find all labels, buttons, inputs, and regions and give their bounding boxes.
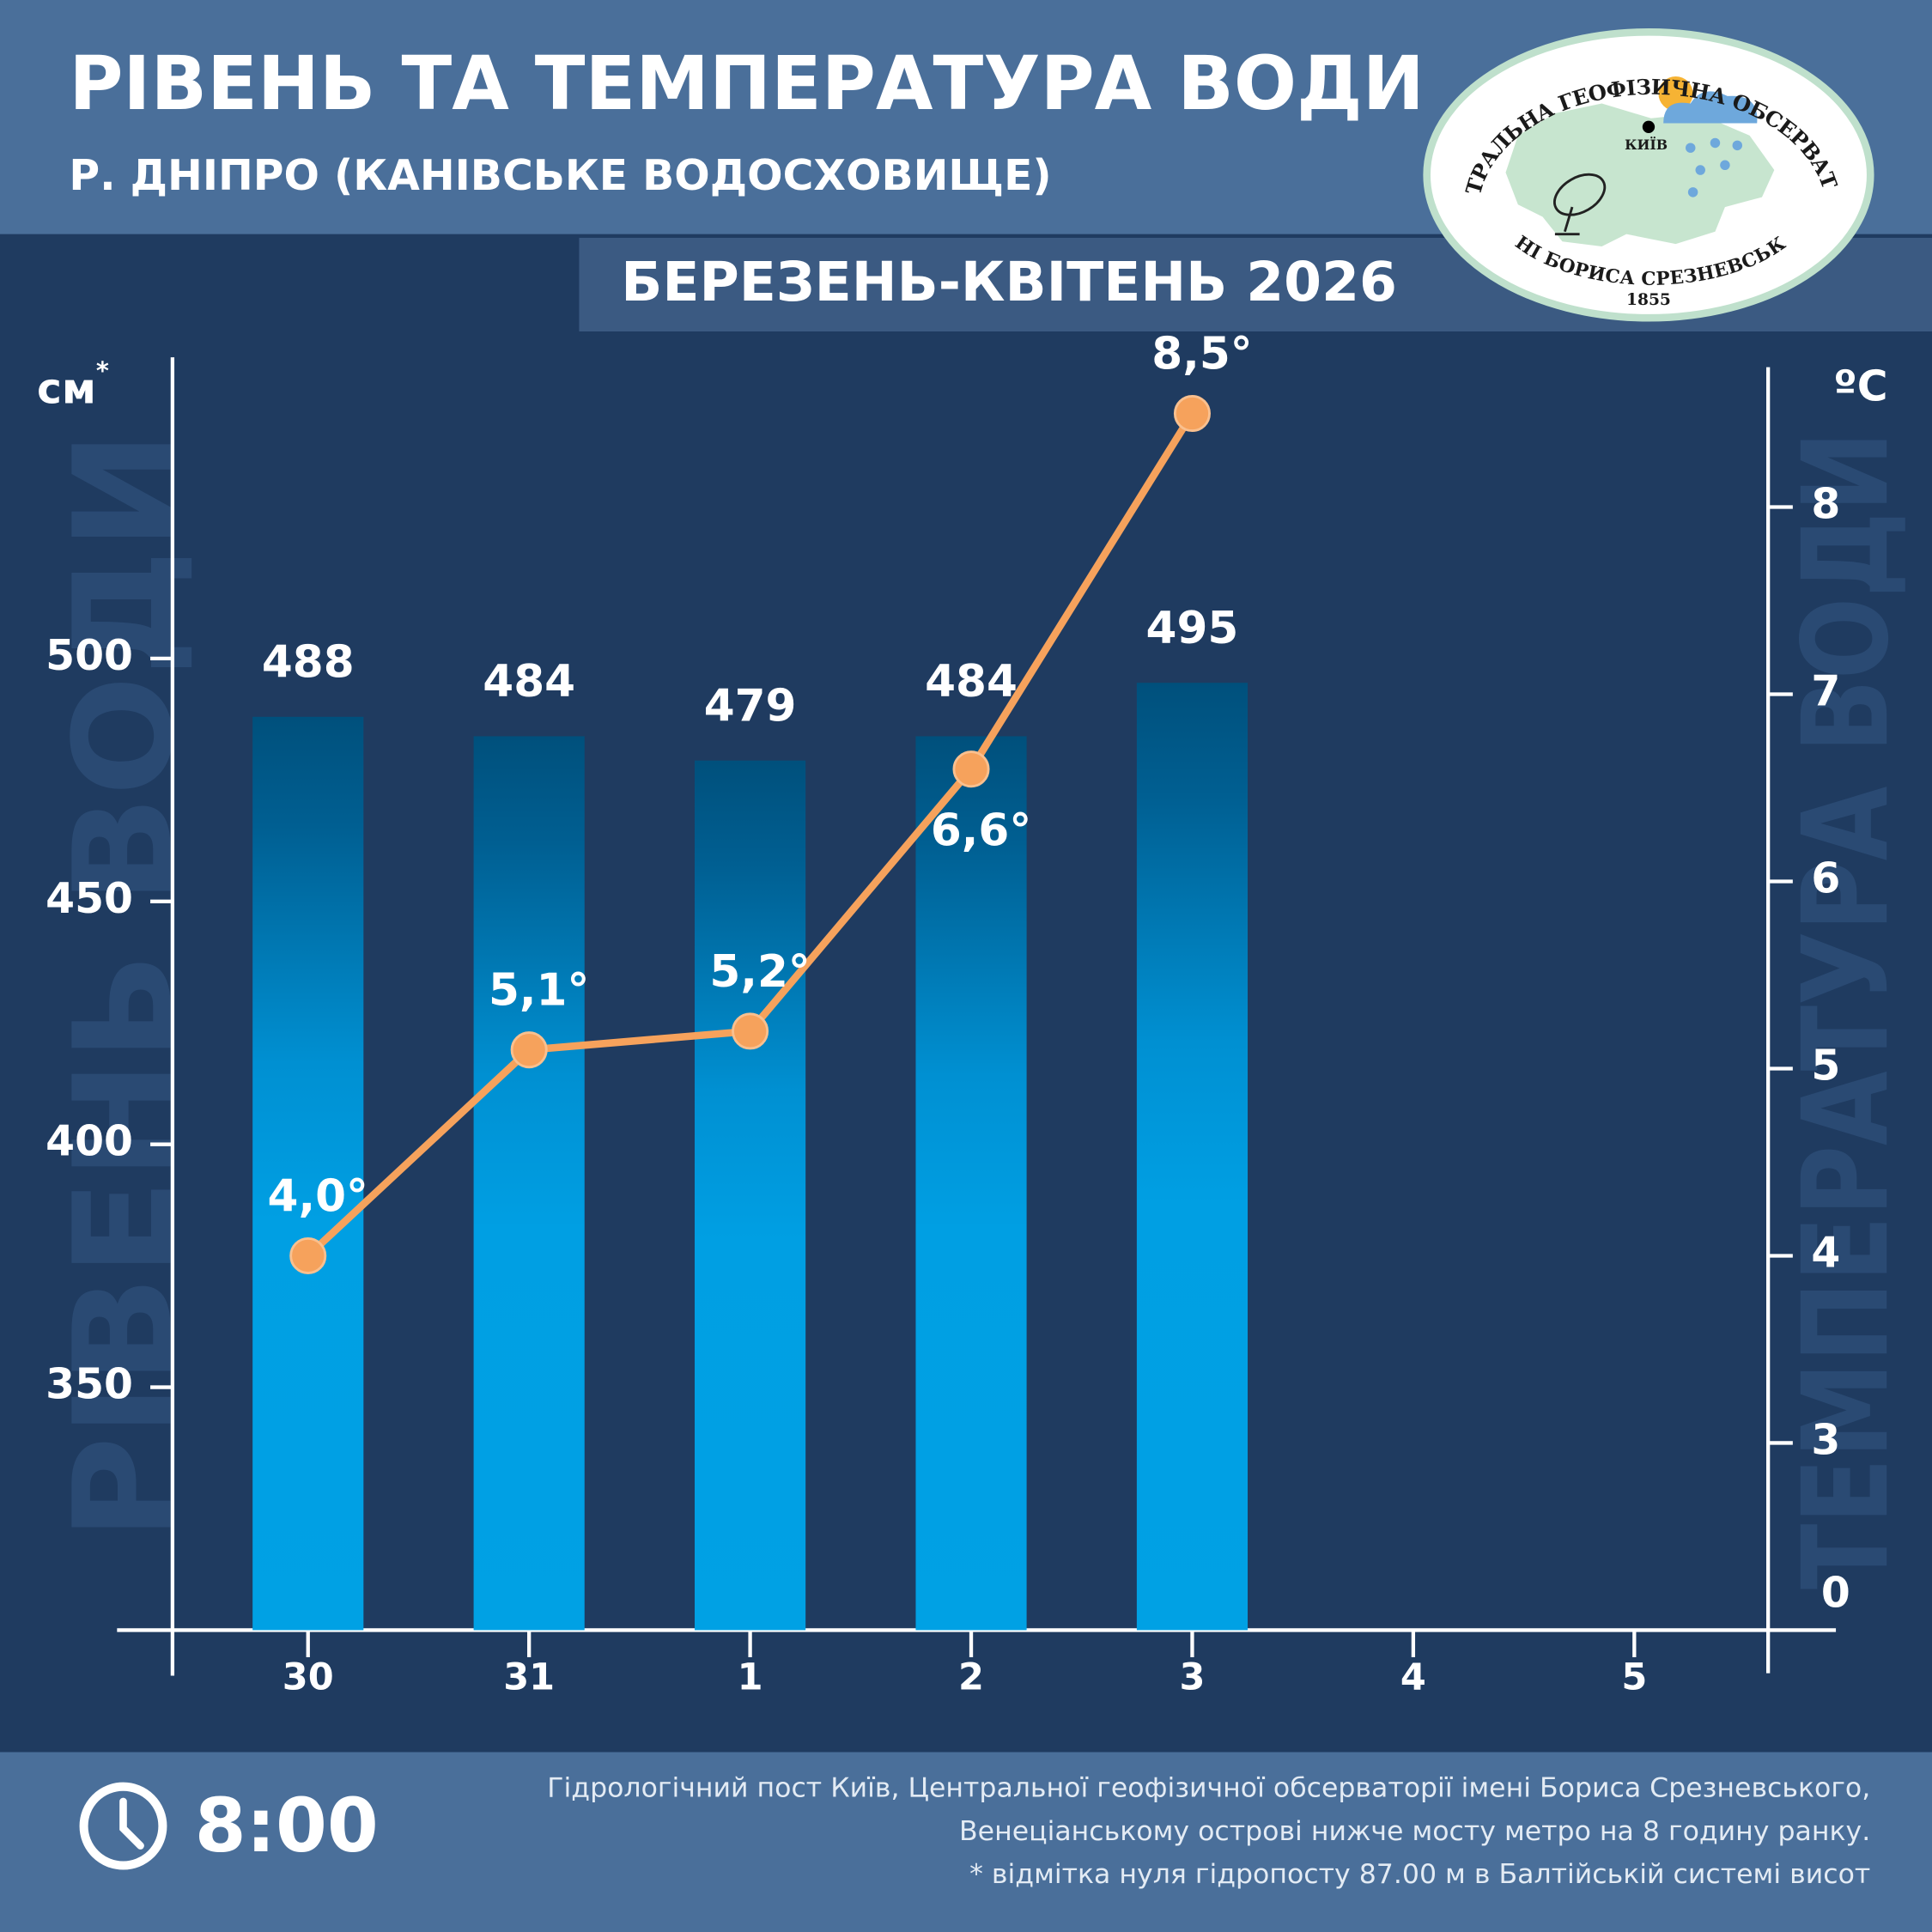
x-tick-label: 2 <box>958 1656 984 1698</box>
logo-antenna <box>1553 173 1607 236</box>
y-axis-note: * <box>96 355 109 385</box>
temperature-point <box>289 1236 327 1274</box>
x-tick-label: 4 <box>1400 1656 1426 1698</box>
temperature-point <box>510 1031 548 1069</box>
logo-rain <box>1686 137 1743 197</box>
bar-label: 484 <box>483 656 575 708</box>
temperature-label: 5,1° <box>489 965 589 1017</box>
temperature-point <box>952 750 990 788</box>
footer-clock <box>79 1782 167 1870</box>
x-tick-label: 5 <box>1621 1656 1647 1698</box>
y-tick-label: 500 <box>46 631 133 680</box>
bar <box>1136 683 1249 1631</box>
title: РІВЕНЬ ТА ТЕМПЕРАТУРА ВОДИ <box>69 41 1424 127</box>
y2-tick-label: 6 <box>1811 854 1840 902</box>
temperature-label: 6,6° <box>931 805 1031 856</box>
logo-kyiv-dot <box>1642 120 1656 133</box>
footer-note: Гідрологічний пост Київ, Центральної гео… <box>547 1773 1870 1804</box>
bar-label: 488 <box>262 637 355 689</box>
bar <box>252 716 364 1631</box>
logo-map <box>1505 103 1775 246</box>
logo-sun <box>1658 76 1693 112</box>
bar-label: 495 <box>1146 603 1239 654</box>
y-tick-label: 450 <box>46 874 133 923</box>
period: БЕРЕЗЕНЬ-КВІТЕНЬ 2026 <box>621 250 1397 313</box>
watermark-left: РІВЕНЬ ВОДИ <box>45 431 203 1540</box>
footer-note: * відмітка нуля гідропосту 87.00 м в Бал… <box>969 1859 1870 1890</box>
logo-year: 1855 <box>1626 290 1671 309</box>
y-axis-label: см* <box>37 355 109 413</box>
bar-label: 479 <box>704 680 797 732</box>
footer-band <box>0 1752 1932 1932</box>
bar <box>915 736 1027 1631</box>
footer-note: Венеціанському острові нижче мосту метро… <box>959 1816 1870 1847</box>
watermark-right: ТЕМПЕРАТУРА ВОДИ <box>1777 431 1915 1589</box>
y2-tick-label: 5 <box>1811 1041 1840 1090</box>
footer-time: 8:00 <box>195 1783 379 1869</box>
temperature-point <box>732 1012 769 1050</box>
x-tick-label: 30 <box>283 1656 334 1698</box>
logo-cloud <box>1663 91 1758 124</box>
y-tick-label: 400 <box>46 1117 133 1166</box>
temperature-label: 8,5° <box>1151 329 1252 380</box>
x-tick-label: 31 <box>503 1656 555 1698</box>
x-tick-label: 3 <box>1179 1656 1205 1698</box>
bar <box>695 760 806 1631</box>
logo-city: КИЇВ <box>1625 136 1668 153</box>
temperature-label: 4,0° <box>268 1170 368 1222</box>
y2-tick-label: 3 <box>1811 1415 1840 1464</box>
subtitle: Р. ДНІПРО (КАНІВСЬКЕ ВОДОСХОВИЩЕ) <box>69 151 1051 200</box>
bar <box>473 736 585 1631</box>
y2-tick-label: 8 <box>1811 480 1840 529</box>
temperature-point <box>1173 395 1211 433</box>
bar-label: 484 <box>925 656 1018 708</box>
y2-axis-label: ºC <box>1833 361 1887 410</box>
temperature-label: 5,2° <box>709 946 810 998</box>
y-axis-unit: см <box>37 364 96 413</box>
y2-tick-label: 4 <box>1811 1228 1840 1277</box>
x-tick-label: 1 <box>738 1656 763 1698</box>
y-tick-label: 350 <box>46 1360 133 1409</box>
y2-tick-label: 7 <box>1811 667 1840 716</box>
y2-tick-label: 0 <box>1821 1568 1850 1617</box>
